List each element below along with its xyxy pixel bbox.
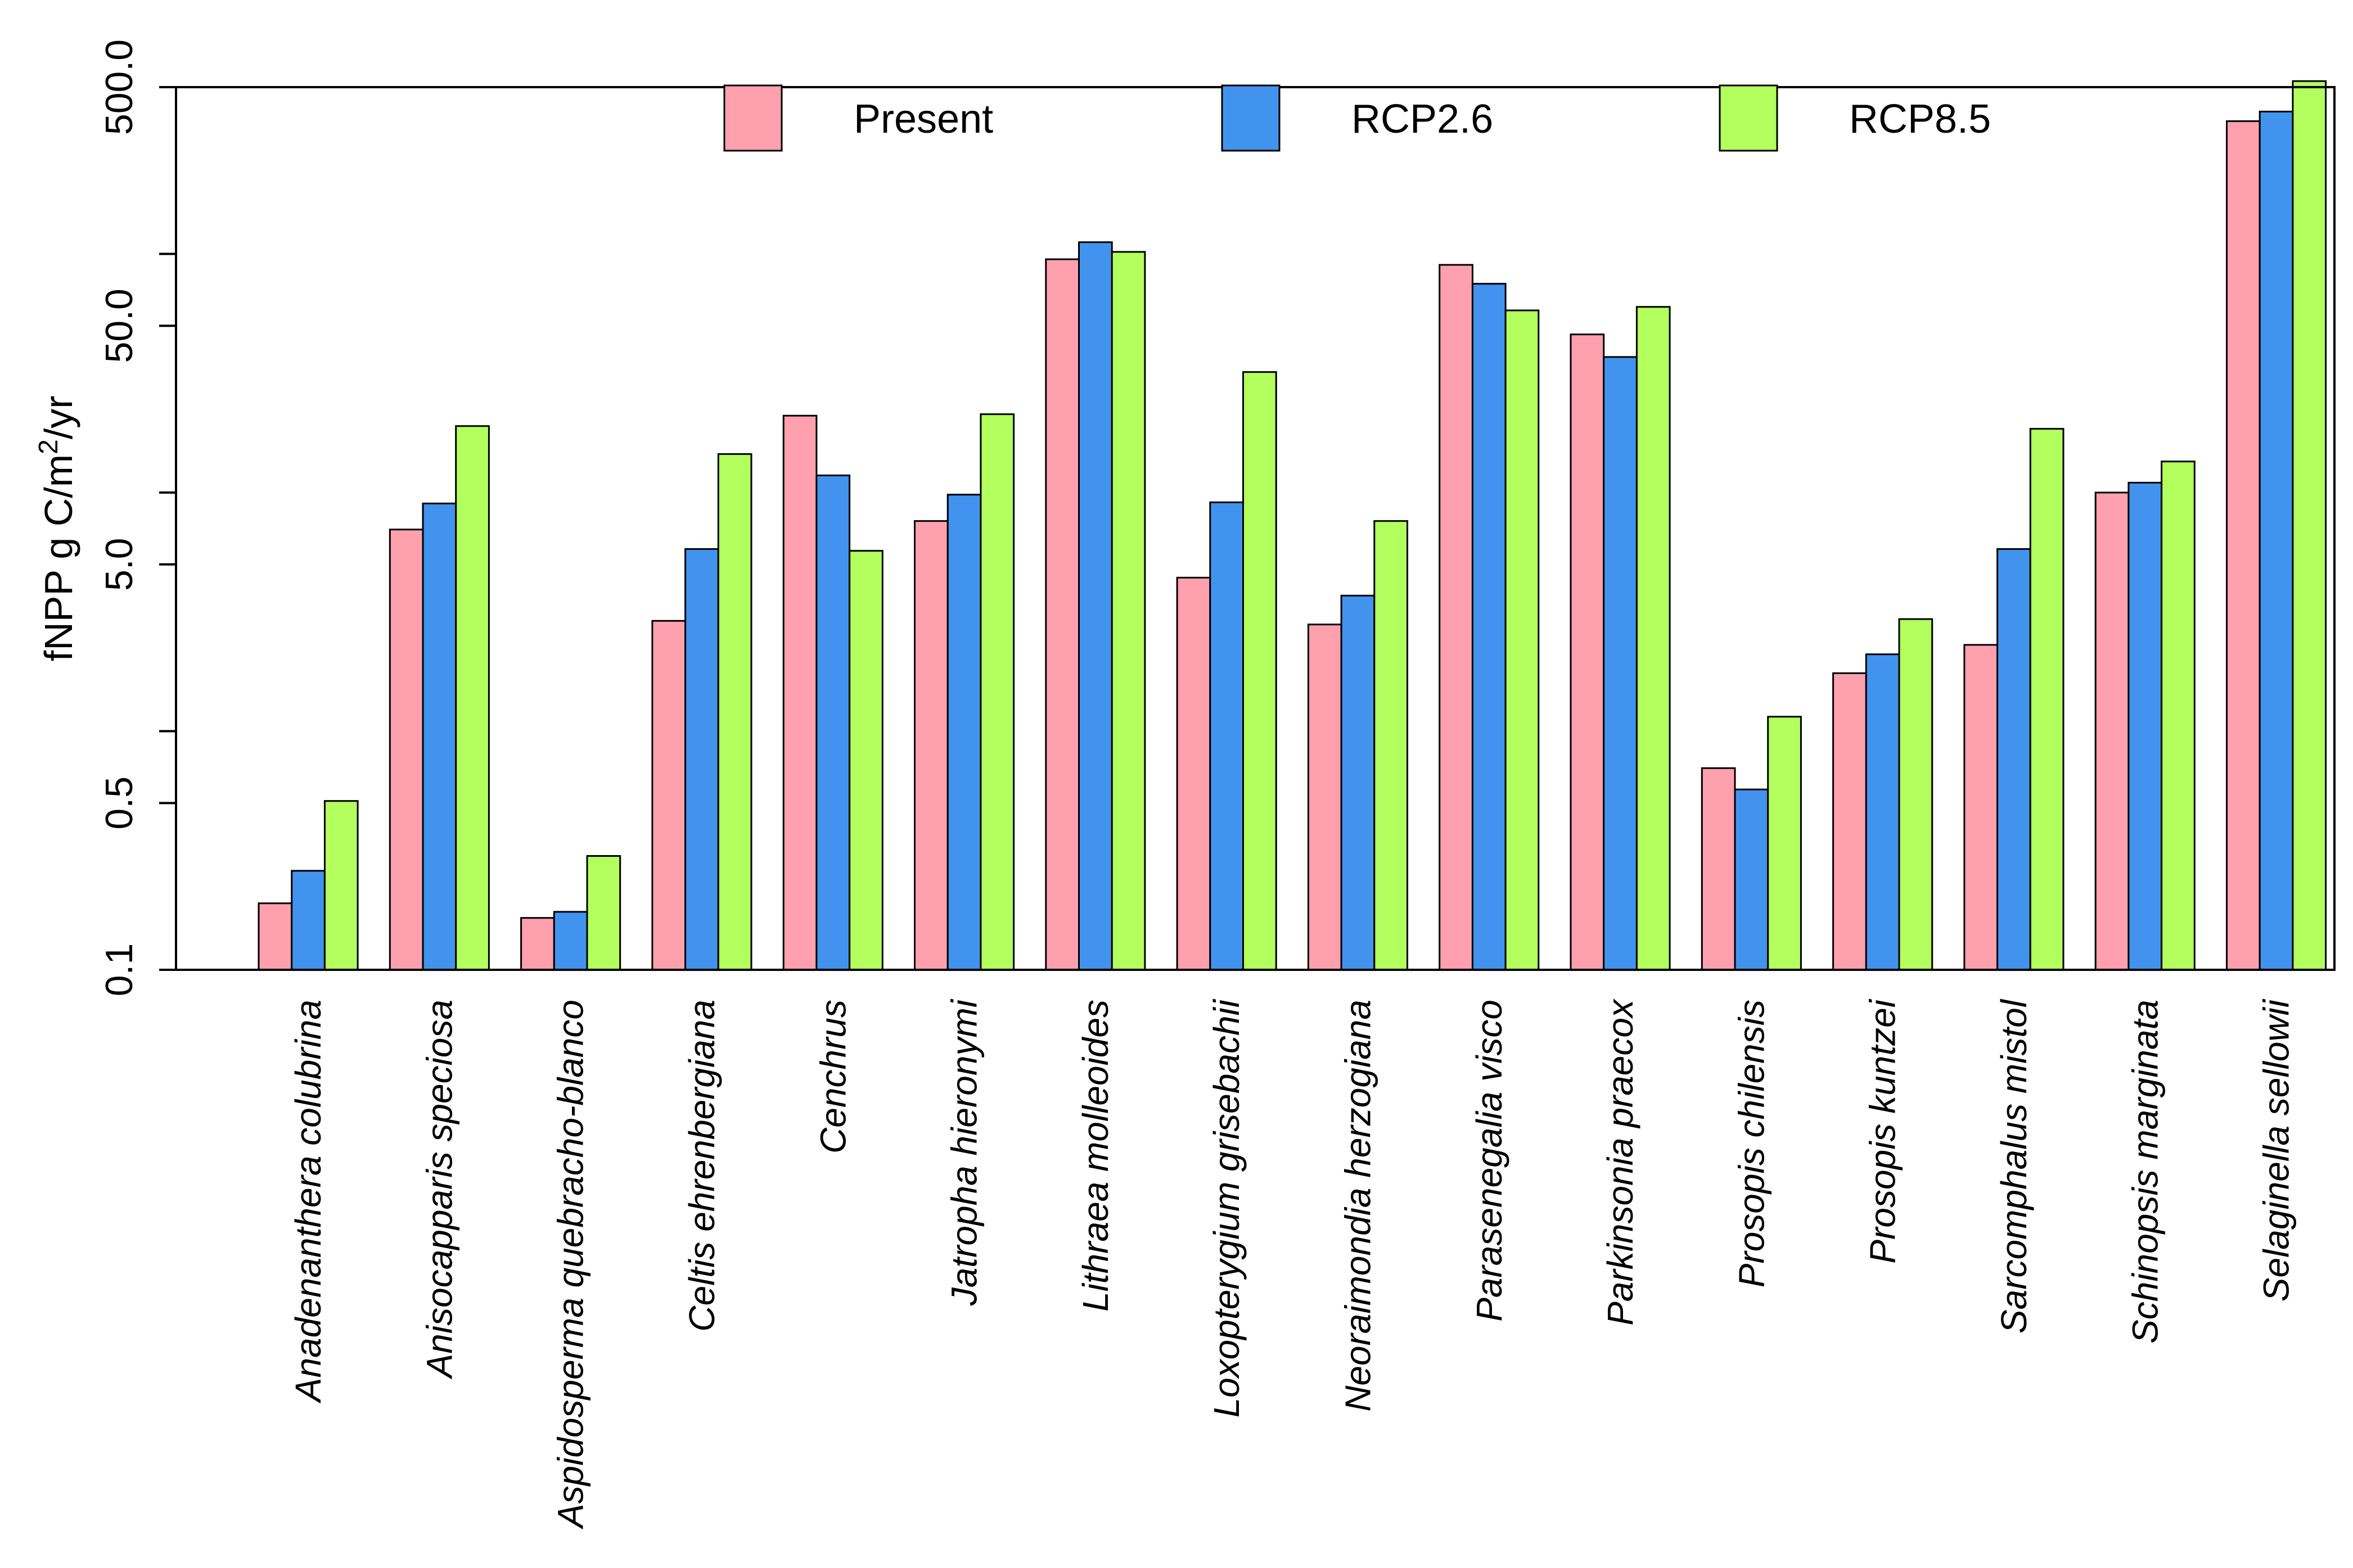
bar-rcp8-5: [2161, 460, 2196, 971]
x-category-label: Loxopterygium grisebachii: [1206, 998, 1247, 1417]
x-category-label: Selaginella sellowii: [2256, 998, 2297, 1302]
x-category-label: Sarcomphalus mistol: [1994, 998, 2034, 1334]
y-tick-label: 5.0: [98, 538, 141, 591]
legend: Present RCP2.6 RCP8.5: [723, 84, 1991, 152]
x-category-label: Celtis ehrenbergiana: [682, 1000, 722, 1332]
bar-rcp8-5: [2292, 80, 2327, 971]
x-category-label: Parkinsonia praecox: [1600, 998, 1640, 1326]
bar-rcp8-5: [1111, 251, 1146, 971]
bar-rcp8-5: [1242, 371, 1277, 971]
bar-present: [1963, 644, 1999, 971]
legend-label: RCP2.6: [1351, 97, 1493, 142]
bar-present: [520, 917, 555, 971]
x-category-label: Jatropha hieronymi: [944, 998, 985, 1306]
bar-present: [914, 520, 949, 971]
bar-rcp2-6: [1078, 241, 1113, 971]
bar-rcp2-6: [553, 911, 588, 971]
bar-rcp2-6: [422, 503, 457, 971]
bar-present: [1307, 623, 1342, 971]
y-tick-label: 0.1: [98, 943, 141, 997]
bar-rcp8-5: [849, 550, 883, 971]
bar-rcp2-6: [1340, 594, 1376, 971]
bar-rcp8-5: [1898, 618, 1933, 971]
y-axis-title: fNPP g C/m2/yr: [34, 396, 81, 662]
bar-rcp8-5: [323, 800, 359, 971]
bar-present: [1832, 672, 1867, 971]
x-category-label: Aspidosperma quebracho-blanco: [551, 1000, 591, 1530]
legend-swatch: [1221, 84, 1281, 152]
bar-rcp2-6: [1734, 788, 1769, 971]
bar-rcp2-6: [684, 548, 719, 971]
bar-present: [1176, 576, 1211, 971]
bar-rcp8-5: [1373, 520, 1409, 971]
legend-label: RCP8.5: [1849, 97, 1991, 142]
bar-rcp2-6: [946, 494, 982, 971]
bar-rcp2-6: [1865, 653, 1900, 971]
bar-present: [782, 414, 818, 971]
x-category-label: Neoraimondia herzogiana: [1337, 1000, 1378, 1412]
y-axis: 0.1 0.5 5.0 50.0 500.0: [98, 39, 177, 997]
x-category-label: Anadenanthera colubrina: [288, 1000, 328, 1404]
bar-rcp2-6: [1996, 548, 2031, 971]
y-tick-label: 0.5: [98, 776, 141, 830]
legend-swatch: [1719, 84, 1778, 152]
bar-rcp2-6: [291, 870, 326, 971]
bar-rcp2-6: [1471, 283, 1507, 971]
bar-rcp8-5: [1767, 716, 1802, 971]
bars: [258, 80, 2327, 971]
x-axis-labels: Anadenanthera colubrina Anisocapparis spe…: [288, 998, 2297, 1530]
bar-rcp8-5: [586, 855, 621, 971]
bar-present: [258, 902, 293, 971]
bar-present: [2094, 491, 2130, 971]
y-tick-label: 50.0: [98, 288, 141, 363]
bar-rcp2-6: [2259, 110, 2294, 971]
bar-rcp8-5: [1504, 309, 1540, 971]
x-category-label: Schinopsis marginata: [2125, 1000, 2165, 1344]
bar-present: [1570, 333, 1605, 971]
bar-present: [389, 528, 424, 971]
bar-rcp8-5: [717, 453, 752, 971]
bar-present: [2226, 120, 2261, 971]
x-category-label: Parasenegalia visco: [1469, 1000, 1509, 1322]
x-category-label: Anisocapparis speciosa: [419, 1000, 459, 1380]
bar-rcp2-6: [815, 475, 851, 971]
bar-rcp2-6: [1603, 356, 1638, 971]
bar-present: [1439, 264, 1473, 971]
bar-rcp2-6: [2127, 482, 2163, 971]
x-category-label: Lithraea molleoides: [1075, 1000, 1116, 1312]
bar-rcp2-6: [1209, 501, 1245, 971]
legend-swatch: [723, 84, 783, 152]
x-category-label: Prosopis kuntzei: [1863, 998, 1903, 1263]
x-category-label: Cenchrus: [813, 1000, 853, 1154]
y-tick-label: 500.0: [98, 39, 141, 135]
bar-present: [651, 620, 687, 971]
legend-label: Present: [854, 97, 993, 142]
bar-present: [1045, 258, 1080, 971]
bar-rcp8-5: [1635, 306, 1671, 971]
bar-rcp8-5: [455, 425, 490, 971]
x-category-label: Prosopis chilensis: [1731, 1000, 1771, 1287]
bar-present: [1701, 767, 1736, 971]
bar-rcp8-5: [2029, 428, 2064, 971]
bar-rcp8-5: [980, 413, 1015, 971]
